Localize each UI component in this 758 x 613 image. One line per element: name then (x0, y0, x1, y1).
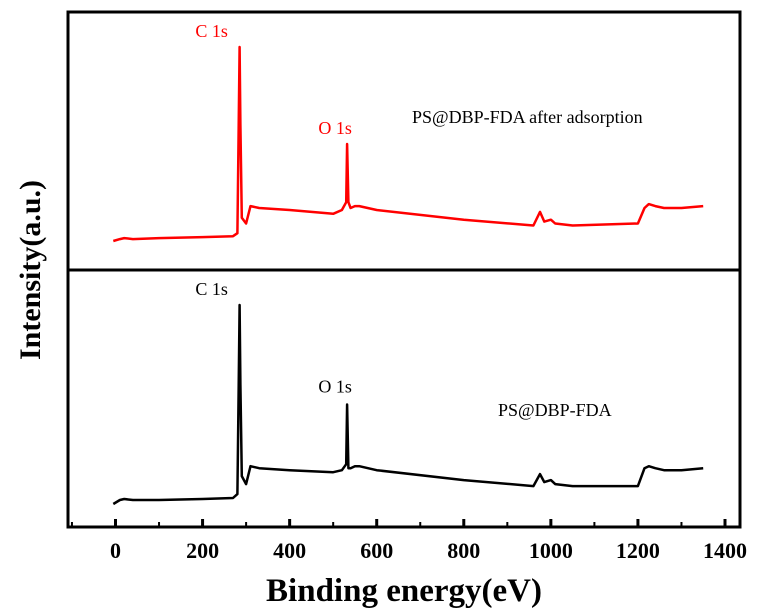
series-label: PS@DBP-FDA (498, 400, 612, 420)
series-label: PS@DBP-FDA after adsorption (412, 107, 643, 127)
x-tick-label: 1400 (703, 538, 747, 563)
x-axis-ticks: 0 200 400 600 800 1000 1200 1400 (70, 519, 747, 563)
spectrum-line (112, 303, 704, 506)
peak-label: O 1s (318, 118, 352, 138)
spectrum-line (112, 45, 704, 243)
x-tick-label: 400 (273, 538, 306, 563)
peak-label: C 1s (195, 21, 228, 41)
y-axis-title: Intensity(a.u.) (14, 180, 47, 360)
x-tick-label: 800 (447, 538, 480, 563)
x-tick-label: 600 (360, 538, 393, 563)
x-tick-label: 1200 (616, 538, 660, 563)
x-tick-label: 0 (110, 538, 121, 563)
x-tick-label: 200 (186, 538, 219, 563)
peak-label: C 1s (195, 279, 228, 299)
spectra: C 1s O 1s PS@DBP-FDA after adsorption C 1s O… (112, 21, 704, 506)
x-axis-title: Binding energy(eV) (266, 573, 542, 609)
peak-label: O 1s (318, 377, 352, 397)
x-tick-label: 1000 (529, 538, 573, 563)
